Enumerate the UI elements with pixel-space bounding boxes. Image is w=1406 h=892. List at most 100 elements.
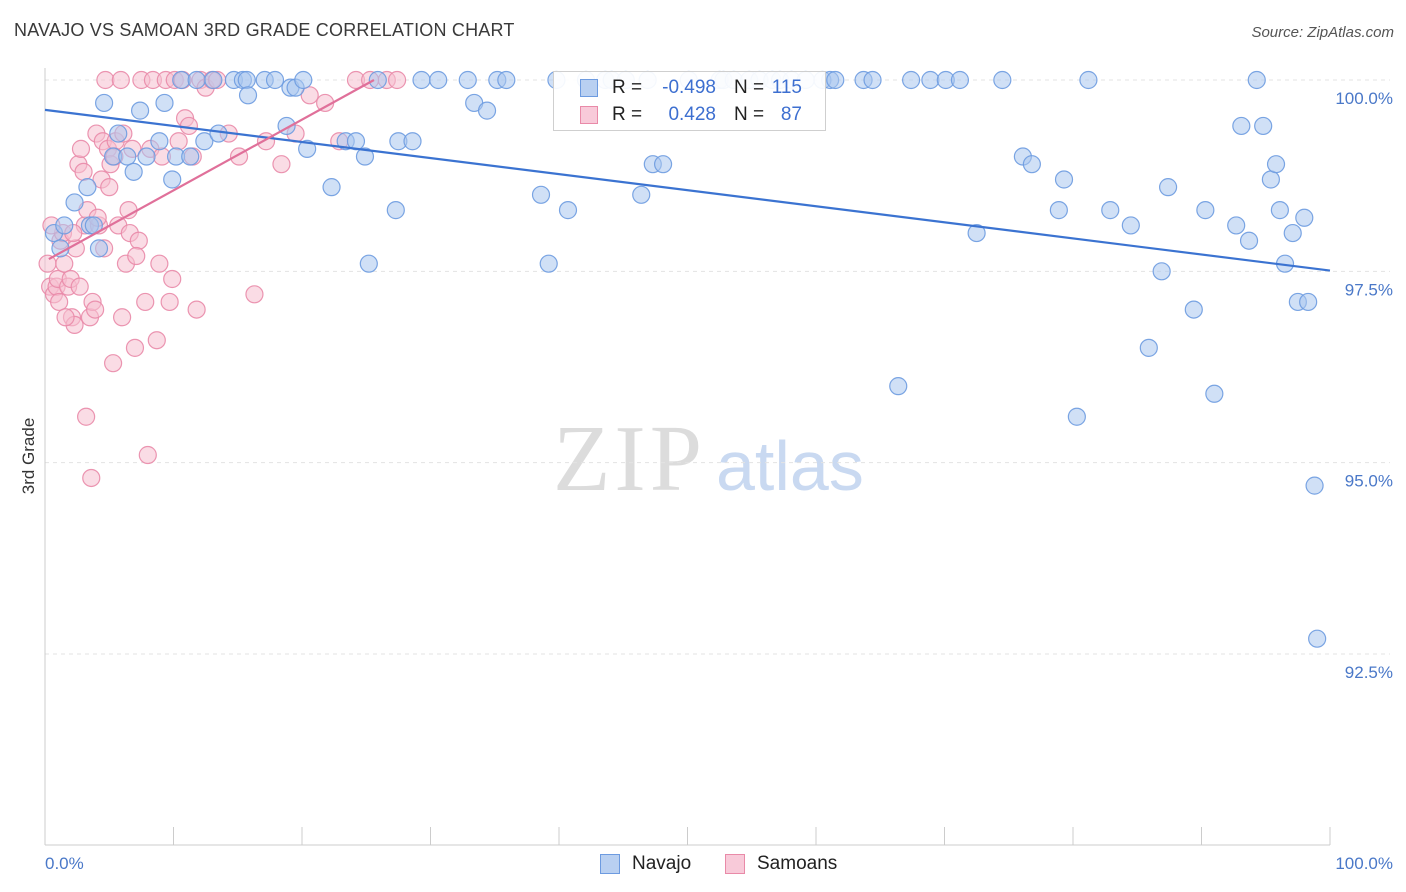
navajo-point (1254, 116, 1273, 136)
n-label: N = (734, 77, 765, 98)
navajo-point (89, 239, 109, 258)
y-tick-label: 100.0% (1335, 89, 1393, 108)
navajo-point (1227, 216, 1246, 235)
samoan-point (55, 254, 74, 273)
navajo-point (386, 201, 405, 220)
navajo-point (238, 86, 258, 105)
navajo-point (826, 70, 845, 90)
samoan-point (187, 300, 206, 319)
navajo-point (265, 70, 285, 90)
navajo-point (65, 193, 84, 212)
navajo-point (368, 70, 387, 90)
r-label: R = (612, 77, 643, 98)
samoan-point (111, 70, 130, 90)
navajo-point (889, 377, 908, 396)
navajo-point (195, 132, 214, 151)
navajo-point (901, 70, 921, 90)
navajo-point (558, 201, 578, 220)
watermark-atlas: atlas (716, 427, 864, 505)
navajo-point (155, 93, 174, 113)
navajo-point (1232, 116, 1251, 136)
navajo-point (78, 178, 97, 197)
samoan-point (56, 308, 75, 327)
r-value: 0.428 (668, 104, 716, 125)
samoan-point (104, 354, 123, 373)
chart-title: NAVAJO VS SAMOAN 3RD GRADE CORRELATION C… (14, 20, 515, 40)
samoan-point (82, 468, 101, 488)
navajo-point (355, 147, 375, 166)
navajo-point (1239, 231, 1259, 250)
navajo-point (150, 132, 169, 151)
watermark-zip: ZIP (553, 407, 706, 511)
navajo-point (294, 70, 313, 90)
samoan-point (100, 178, 119, 197)
watermark: ZIP atlas (553, 407, 864, 511)
navajo-point (1139, 338, 1158, 357)
n-value: 115 (771, 77, 802, 98)
navajo-point (539, 254, 558, 273)
navajo-point (172, 70, 191, 90)
navajo-point (322, 178, 341, 197)
navajo-point (967, 223, 986, 243)
navajo-point (1205, 384, 1224, 403)
samoan-point (387, 70, 407, 90)
navajo-point (359, 254, 378, 273)
navajo-point (458, 70, 477, 90)
navajo-swatch (580, 79, 598, 97)
navajo-point (1295, 208, 1314, 227)
navajo-point (163, 170, 182, 189)
navajo-point (1308, 629, 1327, 648)
samoan-point (169, 132, 188, 151)
navajo-point (1049, 201, 1068, 220)
gridlines (45, 79, 1390, 655)
y-axis-label: 3rd Grade (19, 418, 38, 495)
navajo-legend-label: Navajo (632, 853, 692, 874)
samoan-point (138, 445, 157, 465)
navajo-point (1196, 201, 1215, 220)
samoan-point (136, 292, 155, 312)
navajo-point (181, 147, 200, 166)
navajo-point (1121, 216, 1140, 235)
navajo-point (950, 70, 970, 90)
navajo-point (531, 185, 551, 204)
samoan-point (77, 407, 96, 426)
navajo-point (55, 216, 74, 235)
navajo-point (1305, 476, 1324, 495)
x-tick-label: 0.0% (45, 854, 84, 873)
y-tick-label: 92.5% (1345, 663, 1393, 682)
navajo-point (1067, 407, 1086, 426)
samoan-legend-label: Samoans (757, 853, 838, 874)
samoan-point (70, 277, 89, 296)
navajo-point (1266, 155, 1286, 174)
r-label: R = (612, 104, 643, 125)
navajo-point (1299, 292, 1318, 312)
n-value: 87 (780, 104, 802, 125)
stats-legend: R = -0.498 N = 115 R = 0.428 N = 87 (553, 71, 826, 131)
x-tick-label: 100.0% (1335, 854, 1393, 873)
navajo-point (921, 70, 940, 90)
navajo-point (1283, 223, 1302, 243)
navajo-trend-line (44, 108, 1331, 272)
n-label: N = (734, 104, 765, 125)
samoan-point (129, 231, 148, 250)
samoan-point (74, 162, 93, 181)
navajo-point (1247, 70, 1266, 90)
navajo-point (124, 162, 143, 181)
navajo-point (109, 124, 128, 143)
samoan-swatch (580, 106, 598, 124)
navajo-point (497, 70, 516, 90)
navajo-point (137, 147, 156, 166)
navajo-point (1184, 300, 1203, 319)
legend-row-samoans: R = 0.428 N = 87 (554, 102, 825, 128)
samoan-point (179, 116, 199, 136)
navajo-point (993, 70, 1012, 90)
samoan-trend-line (48, 79, 375, 261)
r-value: -0.498 (662, 77, 716, 98)
source-label: Source: ZipAtlas.com (1251, 24, 1394, 41)
navajo-point (1101, 201, 1120, 220)
samoan-point (163, 269, 182, 289)
axes (44, 68, 1331, 846)
navajo-point (237, 70, 256, 90)
samoan-point (147, 331, 166, 350)
navajo-point (1261, 170, 1280, 189)
